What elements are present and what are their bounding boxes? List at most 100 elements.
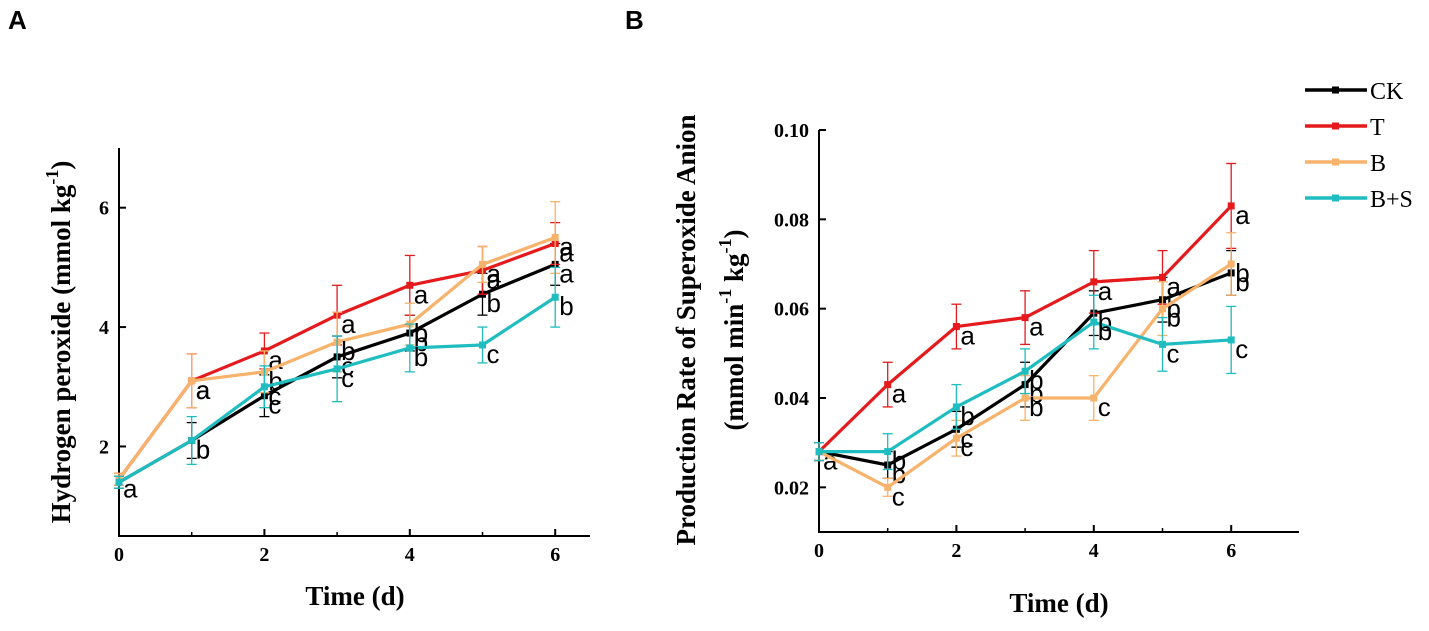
significance-label: b [1167, 303, 1181, 333]
data-point [115, 478, 123, 486]
data-point [952, 434, 960, 442]
significance-label: b [341, 336, 355, 366]
legend-item: B [1305, 151, 1386, 177]
data-point [333, 365, 341, 373]
series-t: a a a a a a [814, 162, 1250, 462]
legend-label: B+S [1370, 187, 1413, 213]
x-tick-label: 2 [951, 540, 961, 562]
significance-label: a [1098, 276, 1113, 306]
significance-label: c [268, 381, 281, 411]
data-point [551, 293, 559, 301]
data-point [952, 403, 960, 411]
legend-item: T [1305, 115, 1385, 141]
data-point [1021, 394, 1029, 402]
significance-label: a [892, 379, 907, 409]
panel-label-b: B [625, 5, 644, 35]
x-tick-label: 6 [550, 544, 560, 566]
data-point [479, 341, 486, 349]
significance-label: a [123, 473, 138, 503]
data-point [406, 344, 414, 352]
data-point [815, 448, 823, 456]
data-point [188, 436, 196, 444]
data-point [1227, 260, 1235, 268]
significance-label: b [1167, 294, 1181, 324]
panel-label-a: A [8, 5, 27, 35]
significance-label: b [1029, 365, 1043, 395]
data-point [188, 377, 196, 385]
panel-b-x-axis-title: Time (d) [1009, 588, 1108, 618]
legend-swatch-marker [1332, 194, 1339, 202]
significance-label: a [414, 279, 429, 309]
panel-b-y-axis-title-line1: Production Rate of Superoxide Anion [671, 114, 701, 545]
significance-label: a [1167, 271, 1182, 301]
significance-label: c [1167, 338, 1180, 368]
legend-item: CK [1305, 79, 1404, 105]
significance-label: c [892, 481, 905, 511]
legend-swatch-marker [1332, 158, 1339, 166]
y-tick-label: 0.06 [774, 299, 809, 321]
data-point [1021, 367, 1029, 375]
y-tick-label: 0.02 [774, 477, 809, 499]
significance-label: c [1235, 334, 1248, 364]
data-point [479, 260, 486, 268]
significance-label: b [559, 291, 573, 321]
data-point [551, 234, 559, 242]
significance-label: a [487, 258, 502, 288]
significance-label: b [892, 446, 906, 476]
data-point [406, 281, 414, 289]
y-tick-label: 0.08 [774, 209, 809, 231]
data-point [1021, 314, 1029, 322]
significance-label: c [487, 339, 500, 369]
significance-label: a [1029, 312, 1044, 342]
significance-label: b [1235, 267, 1249, 297]
significance-label: a [341, 309, 356, 339]
data-point [1090, 318, 1098, 326]
significance-label: b [414, 342, 428, 372]
significance-label: b [414, 327, 428, 357]
significance-label: b [1098, 316, 1112, 346]
significance-label: a [960, 321, 975, 351]
y-tick-label: 0.04 [774, 388, 809, 410]
data-point [1159, 273, 1166, 281]
series-b: ccb cbb [814, 232, 1250, 511]
significance-label: b [1098, 307, 1112, 337]
significance-label: b [960, 401, 974, 431]
legend-swatch-marker [1332, 122, 1339, 130]
y-tick-label: 2 [99, 436, 109, 458]
panel-a-x-axis-title: Time (d) [305, 581, 404, 611]
x-tick-label: 4 [1089, 540, 1099, 562]
significance-label: a [487, 264, 502, 294]
legend: CK TB B+S [1305, 79, 1413, 213]
y-tick-label: 6 [99, 198, 109, 220]
data-point [1159, 340, 1166, 348]
x-tick-label: 2 [259, 544, 269, 566]
significance-label: b [268, 366, 282, 396]
panel-b-y-axis-title-line2: (mmol min-1 kg-1) [715, 229, 749, 430]
legend-label: B [1370, 151, 1386, 177]
data-point [884, 483, 892, 491]
significance-label: b [1029, 379, 1043, 409]
legend-label: CK [1370, 79, 1404, 105]
significance-label: a [1235, 200, 1250, 230]
significance-label: b [1235, 258, 1249, 288]
data-point [1227, 202, 1235, 210]
x-tick-label: 6 [1226, 540, 1236, 562]
data-point [952, 323, 960, 331]
y-tick-label: 4 [99, 317, 109, 339]
data-point [884, 448, 892, 456]
significance-label: a [196, 375, 211, 405]
data-point [260, 383, 268, 391]
x-tick-label: 4 [405, 544, 415, 566]
significance-label: b [1029, 392, 1043, 422]
significance-label: c [960, 432, 973, 462]
significance-label: a [196, 375, 211, 405]
significance-label: a [559, 232, 574, 262]
significance-label: b [196, 434, 210, 464]
significance-label: b [487, 288, 501, 318]
